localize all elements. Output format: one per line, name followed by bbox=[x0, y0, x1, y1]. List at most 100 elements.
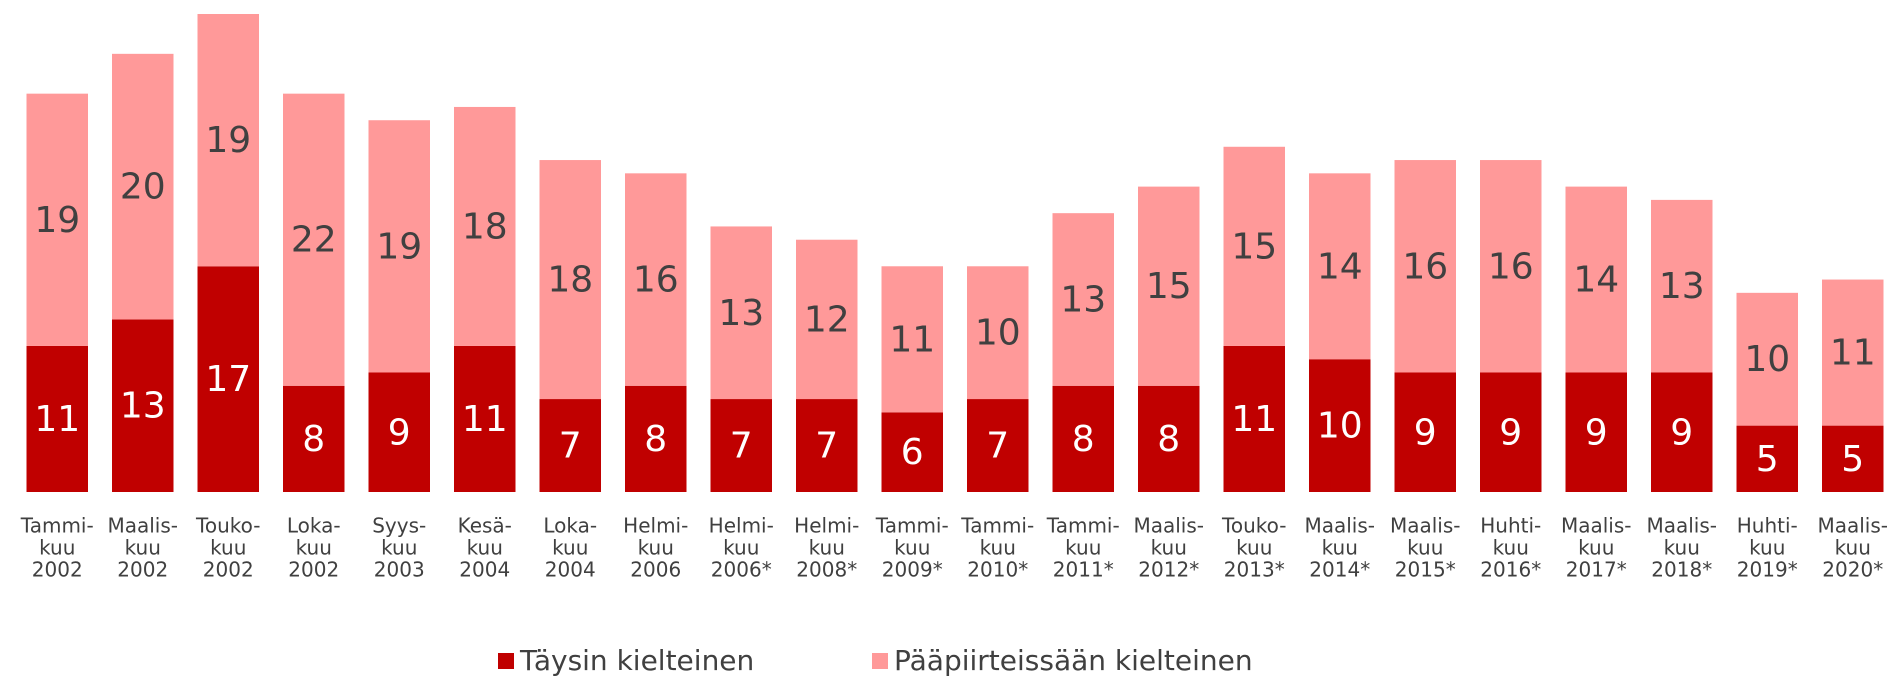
x-tick-label: 2004 bbox=[545, 558, 596, 582]
bar-segment bbox=[454, 106, 516, 346]
data-label: 8 bbox=[1072, 419, 1095, 460]
bar-segment bbox=[368, 120, 430, 373]
bar-segment bbox=[967, 266, 1029, 400]
bar-segment bbox=[1138, 385, 1200, 492]
data-label: 20 bbox=[120, 167, 166, 208]
bar-segment bbox=[197, 14, 259, 267]
x-tick-label: 2002 bbox=[117, 558, 168, 582]
x-tick-label: Tammi- bbox=[20, 514, 94, 538]
legend-label: Pääpiirteissään kielteinen bbox=[894, 644, 1253, 677]
x-tick-label: kuu bbox=[1835, 536, 1871, 560]
x-tick-label: kuu bbox=[552, 536, 588, 560]
x-tick-label: Maalis- bbox=[1390, 514, 1461, 538]
bar-segment bbox=[1651, 372, 1713, 492]
bar-segment bbox=[1736, 425, 1798, 492]
x-tick-label: Touko- bbox=[195, 514, 260, 538]
x-tick-label: Maalis- bbox=[107, 514, 178, 538]
bar-segment bbox=[710, 226, 772, 400]
data-label: 13 bbox=[120, 386, 166, 427]
x-tick-label: 2006* bbox=[711, 558, 772, 582]
x-tick-label: Maalis- bbox=[1561, 514, 1632, 538]
x-tick-label: kuu bbox=[1407, 536, 1443, 560]
x-tick-label: 2010* bbox=[967, 558, 1028, 582]
x-tick-label: Helmi- bbox=[623, 514, 688, 538]
data-label: 19 bbox=[205, 120, 251, 161]
x-tick-label: 2011* bbox=[1053, 558, 1114, 582]
data-label: 9 bbox=[1414, 412, 1437, 453]
data-label: 16 bbox=[633, 260, 679, 301]
data-label: 6 bbox=[901, 432, 924, 473]
data-label: 8 bbox=[644, 419, 667, 460]
x-tick-label: kuu bbox=[39, 536, 75, 560]
data-label: 9 bbox=[1585, 412, 1608, 453]
data-label: 15 bbox=[1146, 266, 1192, 307]
x-tick-label: kuu bbox=[210, 536, 246, 560]
x-tick-label: kuu bbox=[638, 536, 674, 560]
bar-segment bbox=[625, 173, 687, 386]
bar-segment bbox=[283, 385, 345, 492]
x-tick-label: 2012* bbox=[1138, 558, 1199, 582]
bar-segment bbox=[1651, 199, 1713, 373]
data-label: 9 bbox=[388, 412, 411, 453]
x-tick-label: kuu bbox=[1664, 536, 1700, 560]
bar-segment bbox=[1223, 345, 1285, 492]
bar-segment bbox=[197, 266, 259, 492]
data-label: 19 bbox=[34, 200, 80, 241]
data-label: 11 bbox=[34, 399, 80, 440]
bar-segment bbox=[1223, 146, 1285, 346]
bar-segment bbox=[112, 53, 174, 320]
x-tick-label: kuu bbox=[125, 536, 161, 560]
x-tick-label: 2018* bbox=[1651, 558, 1712, 582]
data-label: 11 bbox=[1231, 399, 1277, 440]
legend-marker bbox=[872, 653, 888, 669]
bar-segment bbox=[1394, 372, 1456, 492]
bar-segment bbox=[539, 160, 601, 400]
x-tick-label: Touko- bbox=[1221, 514, 1286, 538]
x-tick-label: Tammi- bbox=[960, 514, 1034, 538]
x-tick-label: kuu bbox=[1065, 536, 1101, 560]
data-label: 13 bbox=[718, 293, 764, 334]
x-tick-label: kuu bbox=[809, 536, 845, 560]
data-label: 10 bbox=[1744, 339, 1790, 380]
bar-segment bbox=[283, 93, 345, 386]
x-tick-label: kuu bbox=[1493, 536, 1529, 560]
x-tick-label: 2015* bbox=[1395, 558, 1456, 582]
x-tick-label: Loka- bbox=[287, 514, 341, 538]
data-label: 13 bbox=[1659, 266, 1705, 307]
x-tick-label: 2002 bbox=[203, 558, 254, 582]
x-tick-label: kuu bbox=[980, 536, 1016, 560]
bar-segment bbox=[1052, 385, 1114, 492]
bar-segment bbox=[1052, 213, 1114, 386]
x-tick-label: 2016* bbox=[1480, 558, 1541, 582]
x-tick-label: kuu bbox=[894, 536, 930, 560]
x-tick-label: Loka- bbox=[543, 514, 597, 538]
bar-segment bbox=[1565, 186, 1627, 373]
data-label: 15 bbox=[1231, 226, 1277, 267]
data-label: 9 bbox=[1499, 412, 1522, 453]
x-tick-label: 2002 bbox=[32, 558, 83, 582]
bar-segment bbox=[1138, 186, 1200, 386]
bar-segment bbox=[1565, 372, 1627, 492]
bar-segment bbox=[26, 345, 88, 492]
data-label: 7 bbox=[815, 426, 838, 467]
data-label: 10 bbox=[975, 313, 1021, 354]
x-tick-label: 2002 bbox=[288, 558, 339, 582]
x-tick-label: Syys- bbox=[372, 514, 426, 538]
bar-segment bbox=[454, 345, 516, 492]
data-label: 17 bbox=[205, 359, 251, 400]
data-label: 8 bbox=[302, 419, 325, 460]
x-tick-label: Huhti- bbox=[1480, 514, 1541, 538]
data-label: 14 bbox=[1317, 246, 1363, 287]
data-label: 13 bbox=[1060, 279, 1106, 320]
x-tick-label: 2017* bbox=[1566, 558, 1627, 582]
bar-segment bbox=[1309, 359, 1371, 492]
bar-segment bbox=[1822, 279, 1884, 426]
x-tick-label: 2013* bbox=[1224, 558, 1285, 582]
x-tick-label: 2020* bbox=[1822, 558, 1883, 582]
x-tick-label: kuu bbox=[467, 536, 503, 560]
x-tick-label: 2014* bbox=[1309, 558, 1370, 582]
bar-segment bbox=[539, 399, 601, 492]
bar-segment bbox=[796, 239, 858, 400]
x-tick-label: Helmi- bbox=[794, 514, 859, 538]
